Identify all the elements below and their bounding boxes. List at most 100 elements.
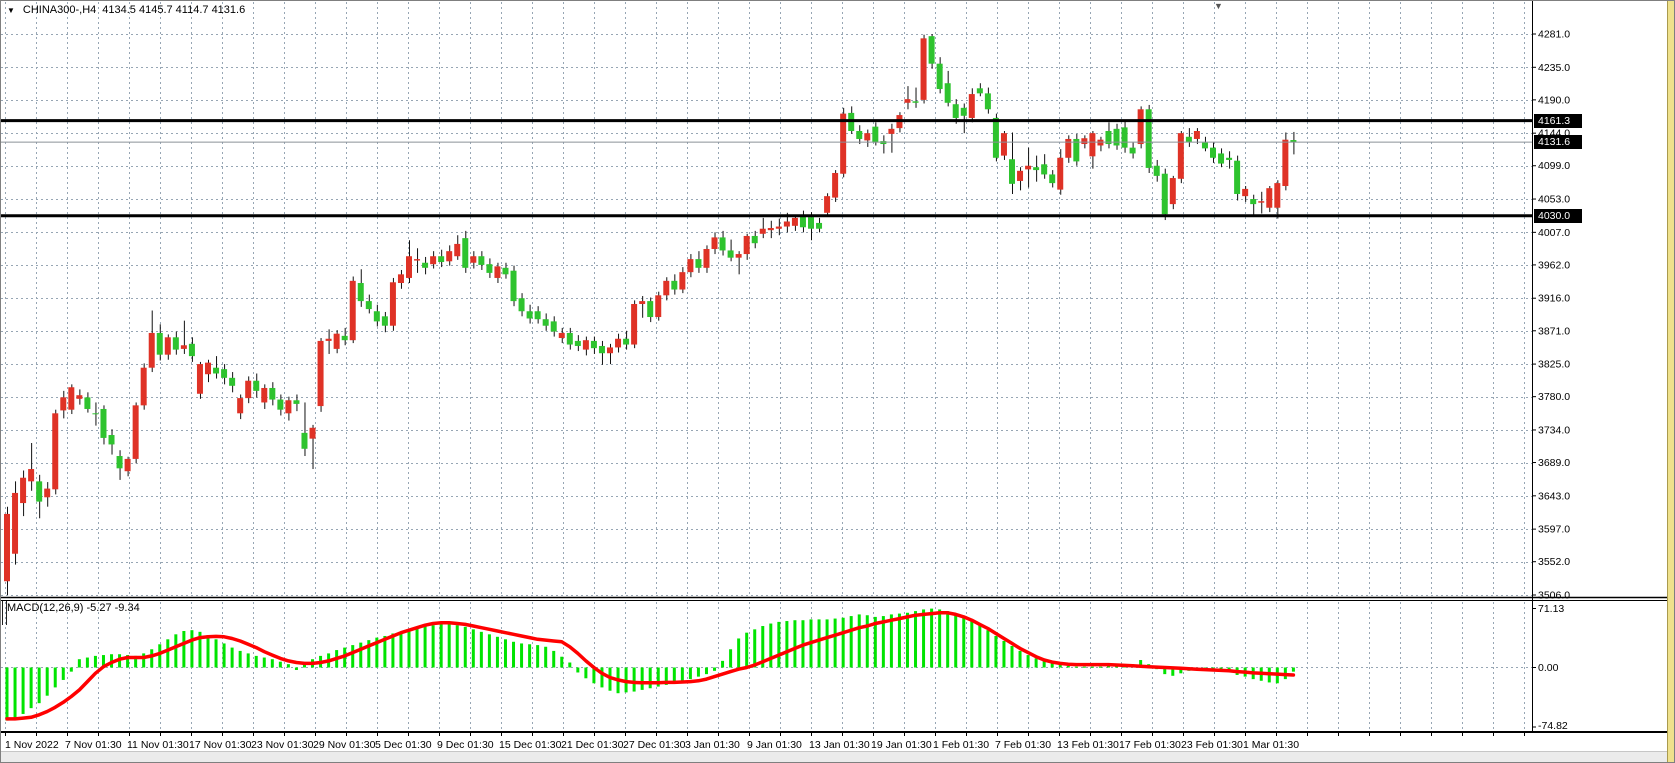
candle (703, 248, 710, 268)
svg-text:3689.0: 3689.0 (1538, 457, 1570, 469)
candles (4, 34, 1297, 595)
candle (791, 217, 798, 226)
candle (1105, 130, 1112, 145)
candle (1009, 159, 1015, 184)
candle (52, 413, 59, 490)
svg-text:4281.0: 4281.0 (1538, 29, 1570, 41)
candle (534, 311, 541, 320)
candle (671, 280, 678, 290)
support-price-badge: 4030.0 (1534, 209, 1582, 223)
candle (944, 83, 951, 103)
candle (36, 481, 43, 502)
svg-text:3 Jan 01:30: 3 Jan 01:30 (685, 739, 740, 751)
candle (743, 235, 750, 255)
autoscroll-marker-icon[interactable]: ▼ (1214, 1, 1223, 11)
candle (438, 256, 445, 263)
candle (293, 400, 300, 404)
candle (253, 380, 260, 391)
candle (1041, 164, 1048, 175)
candle (840, 113, 847, 174)
svg-text:3734.0: 3734.0 (1538, 424, 1570, 436)
candle (309, 427, 316, 439)
candle (590, 340, 597, 349)
current-price-badge: 4131.6 (1534, 135, 1582, 149)
candle (936, 63, 943, 90)
svg-text:0.00: 0.00 (1538, 662, 1559, 674)
candle (84, 397, 91, 409)
candle (783, 221, 790, 227)
candle (574, 340, 581, 346)
candle (1177, 133, 1184, 179)
candle (623, 338, 630, 345)
candle (550, 321, 557, 332)
candle (229, 377, 236, 386)
candle (1017, 170, 1024, 181)
panel-resize-grip[interactable] (2, 601, 7, 625)
candle (1218, 153, 1225, 164)
svg-text:1 Mar 01:30: 1 Mar 01:30 (1243, 739, 1299, 751)
price-level-lines[interactable] (1, 119, 1532, 218)
candle (285, 400, 292, 414)
svg-text:23 Feb 01:30: 23 Feb 01:30 (1181, 739, 1243, 751)
symbol-dropdown-icon[interactable]: ▼ (7, 5, 15, 15)
svg-text:3552.0: 3552.0 (1538, 556, 1570, 568)
candle (808, 217, 814, 229)
svg-text:4099.0: 4099.0 (1538, 160, 1570, 172)
svg-text:13 Jan 01:30: 13 Jan 01:30 (809, 739, 870, 751)
grid-lines (1, 2, 1532, 732)
candle (365, 301, 372, 310)
candle (20, 477, 27, 504)
candle (1169, 178, 1176, 205)
candle (598, 345, 605, 354)
candle (381, 316, 388, 326)
candle (317, 340, 324, 407)
candle (1057, 157, 1064, 190)
candle (446, 251, 453, 262)
svg-text:1 Nov 2022: 1 Nov 2022 (5, 739, 59, 751)
svg-text:3962.0: 3962.0 (1538, 259, 1570, 271)
candle (389, 282, 396, 326)
candle (1193, 130, 1200, 139)
candle (397, 274, 404, 284)
price-axis[interactable]: 4281.04235.04190.04144.04099.04053.04007… (1532, 29, 1570, 602)
candle (816, 222, 823, 229)
candle (188, 343, 195, 357)
svg-text:4007.0: 4007.0 (1538, 227, 1570, 239)
candle (1113, 128, 1120, 146)
candle (663, 280, 670, 296)
candle (357, 283, 364, 302)
candle (968, 94, 975, 118)
candle (205, 362, 211, 375)
candle (261, 387, 268, 403)
candle (148, 332, 155, 368)
candle (679, 272, 686, 290)
candle (1033, 167, 1040, 171)
candle (751, 235, 758, 244)
time-axis[interactable]: 1 Nov 2022 7 Nov 01:30 11 Nov 01:30 17 Nov … (5, 732, 1525, 751)
bottom-strip (1, 751, 1674, 762)
candle (478, 256, 485, 265)
macd-indicator-label: MACD(12,26,9) -5.27 -9.34 (7, 602, 140, 614)
ohlc-values: 4134.5 4145.7 4114.7 4131.6 (102, 4, 246, 16)
candle (687, 259, 694, 273)
symbol-info[interactable]: ▼ CHINA300-,H4 4134.5 4145.7 4114.7 4131.6 (7, 4, 245, 16)
candle (542, 319, 549, 326)
candle (44, 488, 51, 498)
candle (92, 413, 99, 415)
svg-text:-74.82: -74.82 (1538, 720, 1568, 732)
candle (12, 492, 19, 554)
candle (1185, 136, 1192, 142)
candle (196, 364, 203, 394)
candle (711, 237, 718, 249)
candle (1250, 199, 1257, 205)
macd-axis[interactable]: 71.13 0.00 -74.82 (1532, 603, 1568, 732)
right-edge-panel[interactable] (1667, 1, 1674, 762)
candle (695, 259, 702, 268)
svg-text:3825.0: 3825.0 (1538, 359, 1570, 371)
svg-text:17 Nov 01:30: 17 Nov 01:30 (189, 739, 252, 751)
candle (172, 337, 179, 350)
candle (349, 280, 356, 341)
